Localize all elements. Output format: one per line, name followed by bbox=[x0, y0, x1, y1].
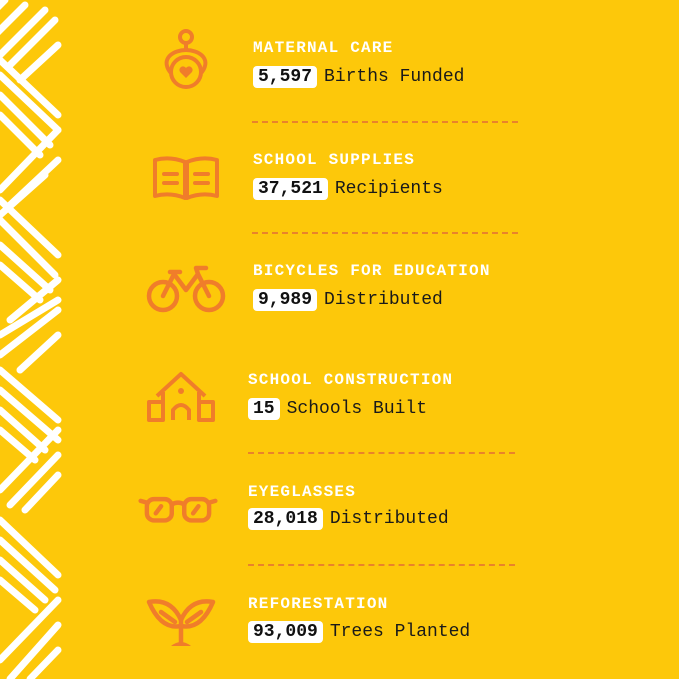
item-title: REFORESTATION bbox=[248, 595, 389, 613]
divider bbox=[248, 452, 515, 454]
divider bbox=[252, 232, 518, 234]
sprout-icon bbox=[146, 599, 216, 646]
stat-value: 37,521 bbox=[253, 178, 328, 200]
item-title: SCHOOL CONSTRUCTION bbox=[248, 371, 454, 389]
stat-value: 15 bbox=[248, 398, 280, 420]
item-stat: 28,018 Distributed bbox=[248, 508, 449, 530]
divider bbox=[252, 121, 518, 123]
stat-label: Schools Built bbox=[286, 399, 428, 419]
eyeglasses-icon bbox=[138, 496, 218, 523]
stat-label: Recipients bbox=[334, 179, 443, 199]
item-title: MATERNAL CARE bbox=[253, 39, 394, 57]
divider bbox=[248, 564, 515, 566]
decorative-pattern bbox=[0, 0, 62, 679]
item-stat: 5,597 Births Funded bbox=[253, 66, 464, 88]
item-stat: 93,009 Trees Planted bbox=[248, 621, 470, 643]
stat-value: 5,597 bbox=[253, 66, 318, 88]
item-title: SCHOOL SUPPLIES bbox=[253, 151, 416, 169]
stat-value: 28,018 bbox=[248, 508, 323, 530]
item-title: EYEGLASSES bbox=[248, 483, 357, 501]
stat-label: Trees Planted bbox=[329, 622, 471, 642]
stat-value: 93,009 bbox=[248, 621, 323, 643]
open-book-icon bbox=[153, 156, 219, 200]
school-building-icon bbox=[147, 372, 215, 422]
item-stat: 15 Schools Built bbox=[248, 398, 427, 420]
stat-label: Births Funded bbox=[324, 67, 465, 87]
item-title: BICYCLES FOR EDUCATION bbox=[253, 262, 491, 280]
stat-label: Distributed bbox=[324, 290, 443, 310]
stat-value: 9,989 bbox=[253, 289, 318, 311]
stat-label: Distributed bbox=[329, 509, 449, 529]
bicycle-icon bbox=[146, 265, 226, 313]
item-stat: 37,521 Recipients bbox=[253, 178, 443, 200]
item-stat: 9,989 Distributed bbox=[253, 289, 443, 311]
mother-baby-heart-icon bbox=[164, 29, 208, 89]
